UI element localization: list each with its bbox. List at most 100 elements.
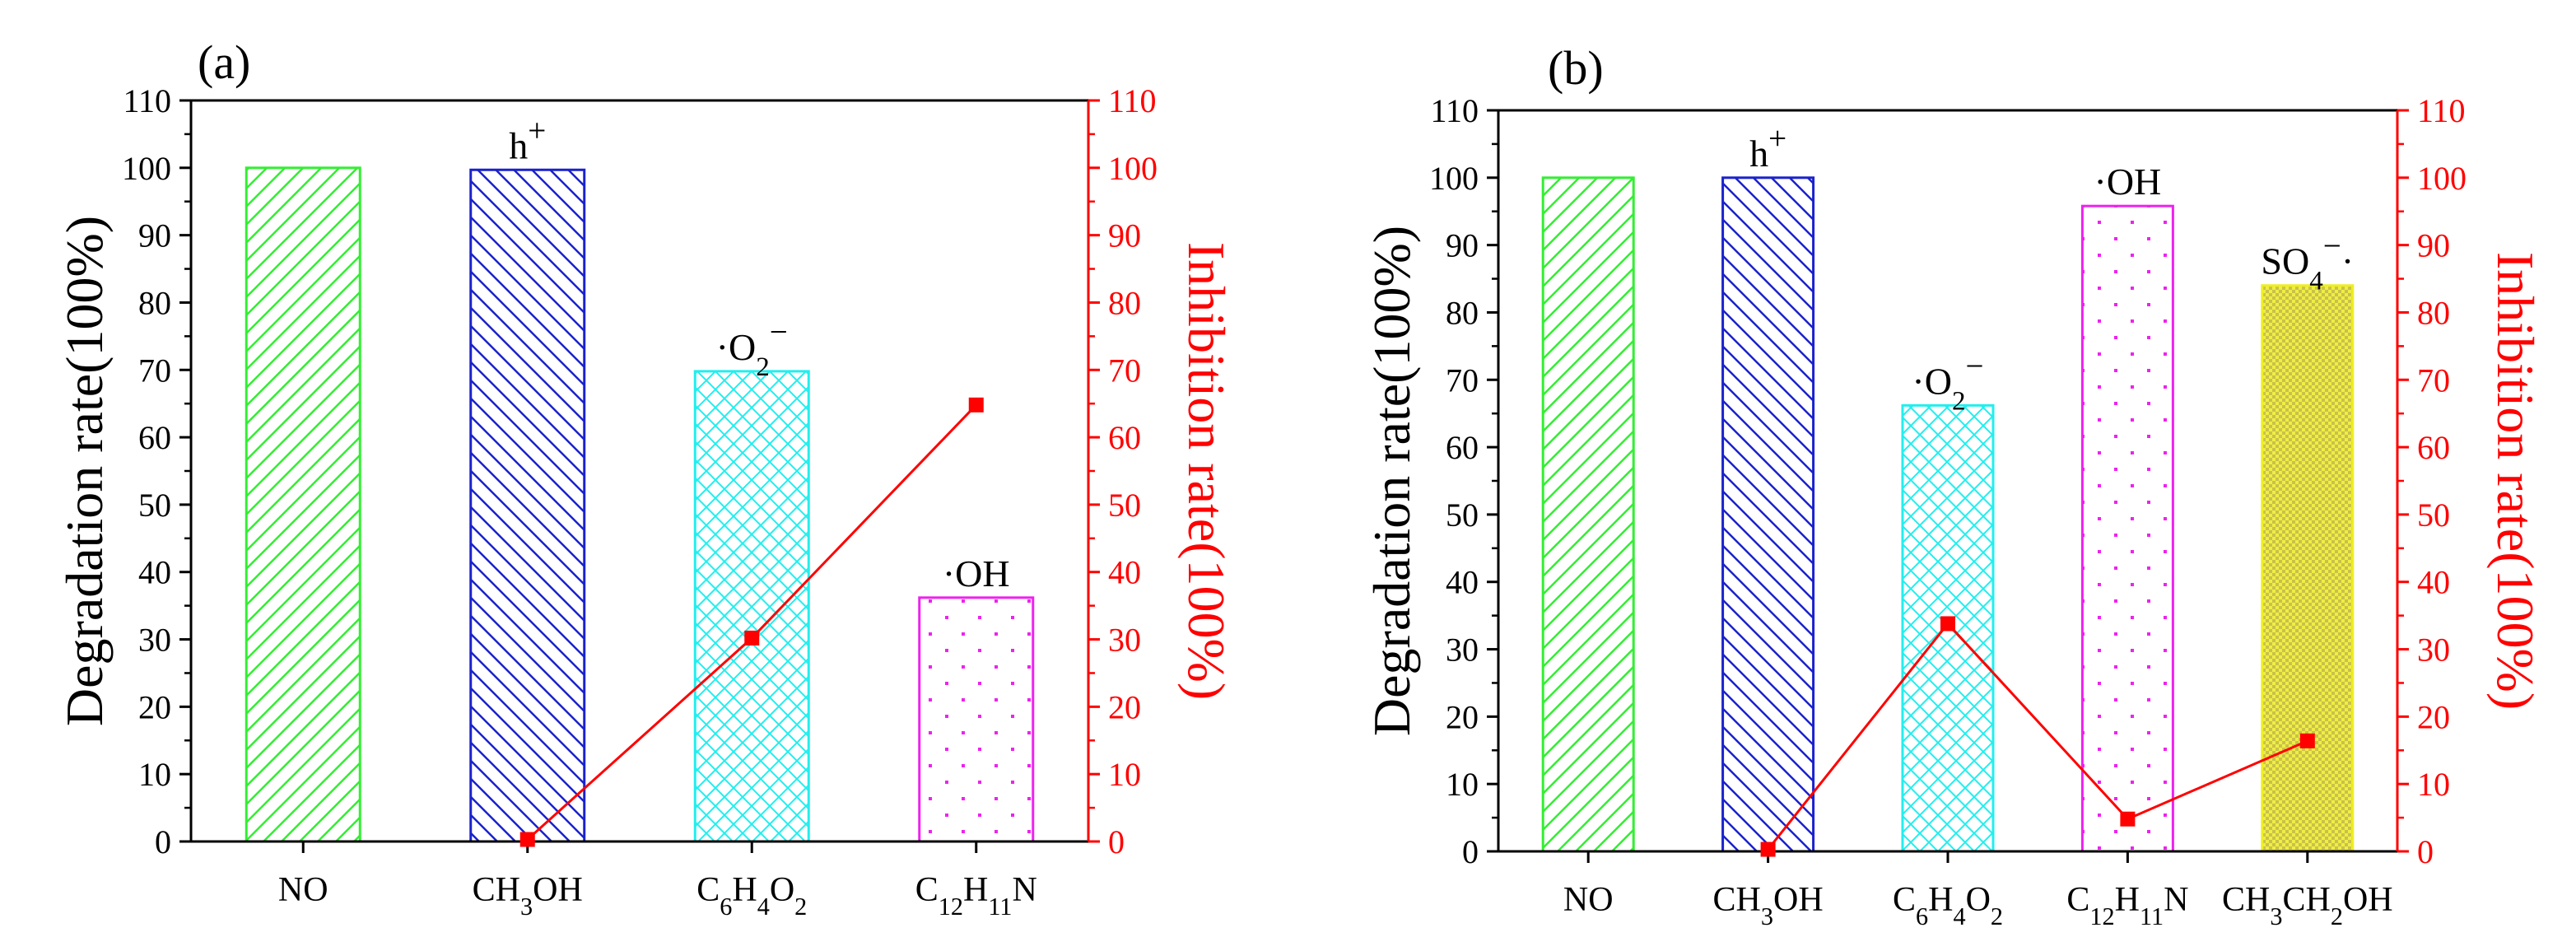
text-part: 6 xyxy=(720,893,732,921)
y-tick-label: 30 xyxy=(138,622,171,659)
x-tick-label: C12H11N xyxy=(915,871,1037,921)
text-part: O xyxy=(770,871,794,909)
y2-tick-label: 30 xyxy=(2417,632,2450,669)
bar xyxy=(469,168,586,843)
text-part: OH xyxy=(533,871,583,909)
text-part: C xyxy=(696,871,720,909)
text-part: CH xyxy=(473,871,520,909)
y2-tick-label: 0 xyxy=(1108,823,1125,860)
text-part: + xyxy=(1768,120,1786,156)
inhibition-point xyxy=(744,630,760,646)
text-part: 4 xyxy=(2309,265,2323,296)
text-part: − xyxy=(770,314,788,349)
y2-tick-label: 100 xyxy=(1108,150,1158,187)
y2-tick-label: 40 xyxy=(2417,564,2450,601)
y2-tick-label: 100 xyxy=(2417,160,2467,197)
y-tick-label: 80 xyxy=(1446,294,1479,331)
bar xyxy=(1721,176,1815,853)
y-tick-label: 20 xyxy=(138,688,171,725)
text-part: h xyxy=(1749,133,1768,175)
y-tick-label: 70 xyxy=(1446,361,1479,399)
y2-tick-label: 10 xyxy=(1108,756,1141,793)
x-tick-label: C12H11N xyxy=(2066,881,2188,930)
y-tick-label: 110 xyxy=(1430,92,1479,129)
text-part: C xyxy=(1893,881,1916,919)
x-tick-label: CH3CH2OH xyxy=(2222,881,2393,930)
y-tick-label: 50 xyxy=(138,487,171,524)
bar-label: ·O2− xyxy=(1912,348,1983,416)
text-part: NO xyxy=(1563,881,1614,919)
y2-tick-label: 0 xyxy=(2417,833,2434,870)
y2-tick-label: 110 xyxy=(1108,82,1157,119)
text-part: NO xyxy=(278,871,328,909)
inhibition-point xyxy=(519,832,535,847)
y2-tick-label: 50 xyxy=(1108,487,1141,524)
inhibition-point xyxy=(1940,616,1955,632)
inhibition-point xyxy=(968,397,984,413)
y2-axis-title: Inhibition rate(100%) xyxy=(2486,252,2545,710)
y2-tick-label: 60 xyxy=(1108,419,1141,456)
text-part: 2 xyxy=(2331,902,2343,930)
y2-tick-label: 90 xyxy=(2417,227,2450,264)
y-tick-label: 110 xyxy=(123,82,171,119)
y2-axis-title: Inhibition rate(100%) xyxy=(1177,242,1236,700)
y-tick-label: 90 xyxy=(1446,227,1479,264)
text-part: O xyxy=(1966,881,1991,919)
text-part: 2 xyxy=(1991,902,2003,930)
y-tick-label: 40 xyxy=(138,554,171,591)
bar-label: h+ xyxy=(1749,120,1786,175)
bar-label: ·OH xyxy=(943,552,1010,594)
y-tick-label: 10 xyxy=(138,756,171,793)
text-part: C xyxy=(2066,881,2089,919)
y-tick-label: 10 xyxy=(1446,766,1479,803)
bar xyxy=(2261,284,2355,853)
text-part: ·OH xyxy=(2094,161,2162,203)
bar xyxy=(693,370,810,843)
text-part: C xyxy=(915,871,939,909)
text-part: 11 xyxy=(988,893,1012,921)
text-part: h xyxy=(509,124,528,166)
text-part: 2 xyxy=(794,893,807,921)
y2-tick-label: 110 xyxy=(2417,92,2466,129)
y2-tick-label: 20 xyxy=(2417,698,2450,735)
text-part: ·O xyxy=(1912,360,1952,402)
y-tick-label: 50 xyxy=(1446,496,1479,534)
text-part: − xyxy=(2323,228,2341,263)
y-tick-label: 100 xyxy=(1429,160,1479,197)
y2-tick-label: 60 xyxy=(2417,429,2450,466)
y-tick-label: 80 xyxy=(138,284,171,321)
y-tick-label: 0 xyxy=(1462,833,1479,870)
panel-label: (a) xyxy=(198,35,250,89)
y2-tick-label: 90 xyxy=(1108,217,1141,254)
text-part: − xyxy=(1966,348,1984,384)
text-part: SO xyxy=(2261,240,2309,282)
text-part: 2 xyxy=(756,351,770,381)
text-part: 2 xyxy=(1952,385,1966,416)
y2-tick-label: 40 xyxy=(1108,554,1141,591)
bar-label: ·O2− xyxy=(716,314,788,381)
bar xyxy=(2080,204,2174,853)
y-tick-label: 30 xyxy=(1446,632,1479,669)
y2-tick-label: 20 xyxy=(1108,688,1141,725)
text-part: ·O xyxy=(716,326,757,368)
text-part: H xyxy=(1928,881,1953,919)
text-part: H xyxy=(732,871,757,909)
text-part: 3 xyxy=(520,893,533,921)
panel-label: (b) xyxy=(1548,41,1604,95)
text-part: CH xyxy=(2222,881,2270,919)
inhibition-point xyxy=(2120,811,2136,827)
y-tick-label: 70 xyxy=(138,352,171,389)
y2-tick-label: 80 xyxy=(2417,294,2450,331)
x-tick-label: C6H4O2 xyxy=(696,871,807,921)
text-part: H xyxy=(963,871,988,909)
y-axis-title: Degradation rate(100%) xyxy=(1363,226,1421,736)
bar xyxy=(245,166,361,843)
text-part: 12 xyxy=(939,893,963,921)
text-part: 6 xyxy=(1916,902,1928,930)
text-part: ·OH xyxy=(943,552,1010,594)
bar xyxy=(918,596,1035,843)
bar xyxy=(1541,176,1635,853)
text-part: 11 xyxy=(2140,902,2164,930)
